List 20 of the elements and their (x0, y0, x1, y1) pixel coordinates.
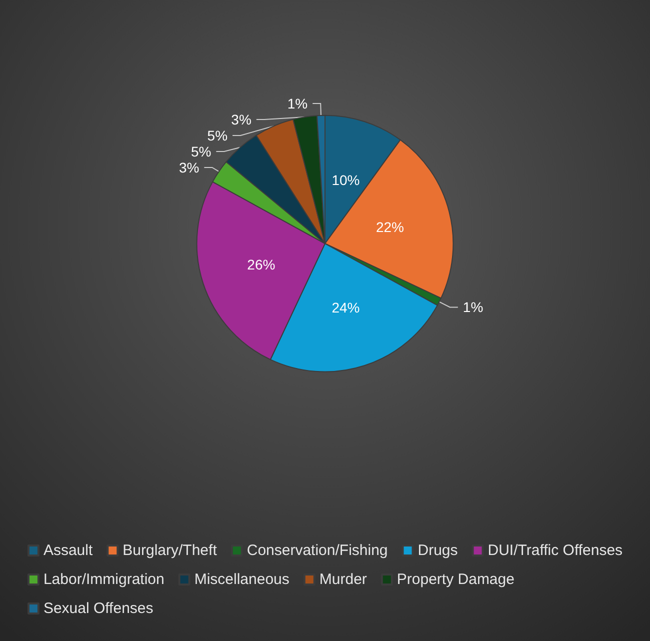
data-label: 3% (178, 159, 200, 176)
legend-label: Miscellaneous (194, 571, 290, 588)
data-label: 22% (376, 218, 404, 235)
data-label: 5% (207, 127, 228, 144)
legend-label: DUI/Traffic Offenses (488, 542, 623, 559)
legend-label: Conservation/Fishing (246, 542, 388, 559)
legend-label: Murder (319, 571, 367, 588)
data-label: 5% (190, 143, 212, 160)
legend-label: Drugs (418, 542, 458, 559)
data-label: 1% (462, 299, 484, 316)
data-label: 24% (332, 299, 360, 316)
legend-label: Assault (43, 542, 94, 559)
legend-label: Burglary/Theft (122, 542, 218, 559)
data-label: 3% (231, 111, 252, 128)
data-label: 26% (247, 256, 276, 272)
data-label: 10% (332, 172, 360, 188)
legend-label: Property Damage (396, 571, 514, 588)
legend-label: Sexual Offenses (43, 600, 154, 617)
data-label: 1% (287, 95, 308, 112)
legend-label: Labor/Immigration (43, 571, 164, 588)
